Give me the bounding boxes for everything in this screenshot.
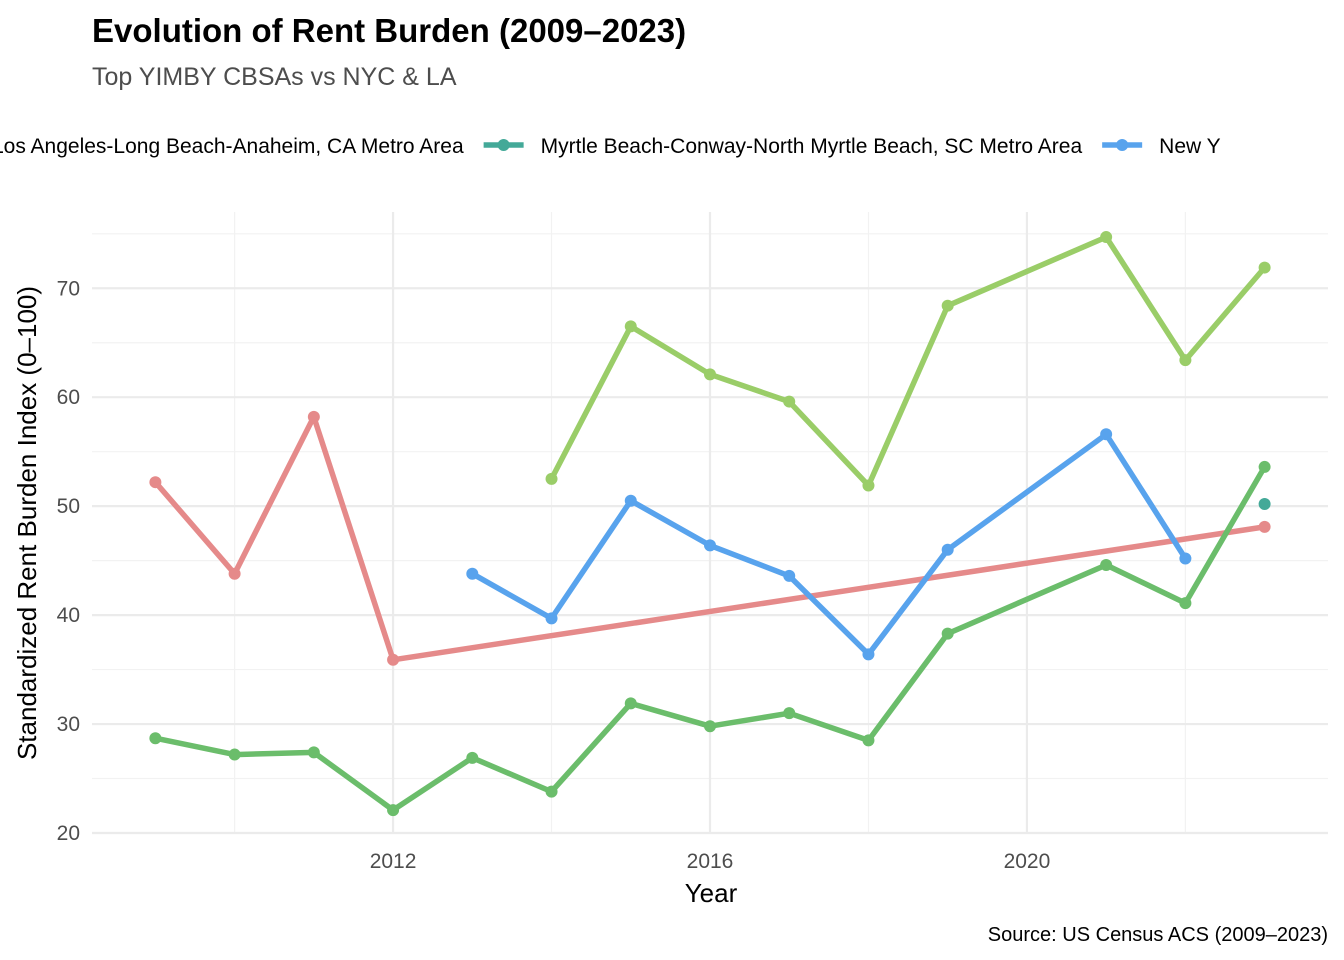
series-line: [154, 465, 1267, 813]
data-point: [149, 476, 162, 489]
data-point: [149, 732, 162, 745]
data-point: [228, 567, 241, 580]
y-tick-label: 50: [57, 495, 80, 518]
data-point: [466, 567, 479, 580]
data-point: [624, 320, 637, 333]
data-point: [1258, 261, 1271, 274]
data-point: [545, 612, 558, 625]
x-axis-title: Year: [685, 878, 738, 908]
y-tick-label: 40: [57, 604, 80, 627]
x-tick-label: 2020: [1004, 850, 1051, 873]
data-point: [307, 746, 320, 759]
data-point: [862, 734, 875, 747]
data-point: [1100, 558, 1113, 571]
legend-item: Myrtle Beach-Conway-North Myrtle Beach, …: [483, 135, 1083, 158]
data-point: [1179, 597, 1192, 610]
chart-subtitle: Top YIMBY CBSAs vs NYC & LA: [92, 63, 457, 91]
data-point: [783, 395, 796, 408]
data-point: [624, 697, 637, 710]
data-point: [941, 299, 954, 312]
data-point: [1179, 354, 1192, 367]
legend-key-point: [1116, 139, 1129, 151]
data-point: [545, 785, 558, 798]
legend-key-point: [497, 139, 510, 151]
y-tick-label: 20: [57, 822, 80, 845]
legend: Los Angeles-Long Beach-Anaheim, CA Metro…: [0, 135, 1221, 158]
legend-item: New Y: [1102, 135, 1221, 158]
y-tick-label: 60: [57, 386, 80, 409]
series-1: [1258, 497, 1271, 510]
data-point: [783, 707, 796, 720]
data-point: [1179, 552, 1192, 565]
data-point: [545, 472, 558, 485]
series-line: [470, 431, 1188, 658]
data-point: [704, 539, 716, 552]
data-point: [941, 543, 954, 556]
series-layer: [149, 231, 1271, 817]
series-0: [149, 410, 1271, 666]
data-point: [704, 368, 716, 381]
data-point: [704, 720, 716, 733]
data-point: [862, 479, 875, 492]
y-tick-label: 70: [57, 277, 80, 300]
data-point: [1100, 231, 1113, 244]
y-axis-title: Standardized Rent Burden Index (0–100): [12, 286, 42, 760]
data-point: [783, 569, 796, 582]
data-point: [466, 751, 479, 764]
data-point: [1258, 497, 1271, 510]
y-tick-label: 30: [57, 713, 80, 736]
series-2: [466, 428, 1192, 661]
x-tick-label: 2016: [687, 850, 734, 873]
grid: [92, 212, 1328, 835]
legend-label: Myrtle Beach-Conway-North Myrtle Beach, …: [541, 135, 1083, 158]
chart-caption: Source: US Census ACS (2009–2023): [988, 924, 1328, 946]
series-line: [549, 234, 1267, 489]
data-point: [941, 627, 954, 640]
data-point: [387, 804, 400, 817]
series-4: [149, 460, 1271, 817]
legend-item: Los Angeles-Long Beach-Anaheim, CA Metro…: [0, 135, 464, 158]
data-point: [1100, 428, 1113, 441]
legend-label: Los Angeles-Long Beach-Anaheim, CA Metro…: [0, 135, 464, 158]
data-point: [862, 648, 875, 661]
chart-title: Evolution of Rent Burden (2009–2023): [92, 12, 686, 49]
data-point: [624, 494, 637, 507]
data-point: [1258, 520, 1271, 533]
data-point: [1258, 460, 1271, 473]
data-point: [307, 410, 320, 423]
legend-label: New Y: [1159, 135, 1220, 158]
x-tick-label: 2012: [370, 850, 417, 873]
data-point: [228, 748, 241, 761]
data-point: [387, 653, 400, 666]
series-3: [545, 231, 1271, 492]
